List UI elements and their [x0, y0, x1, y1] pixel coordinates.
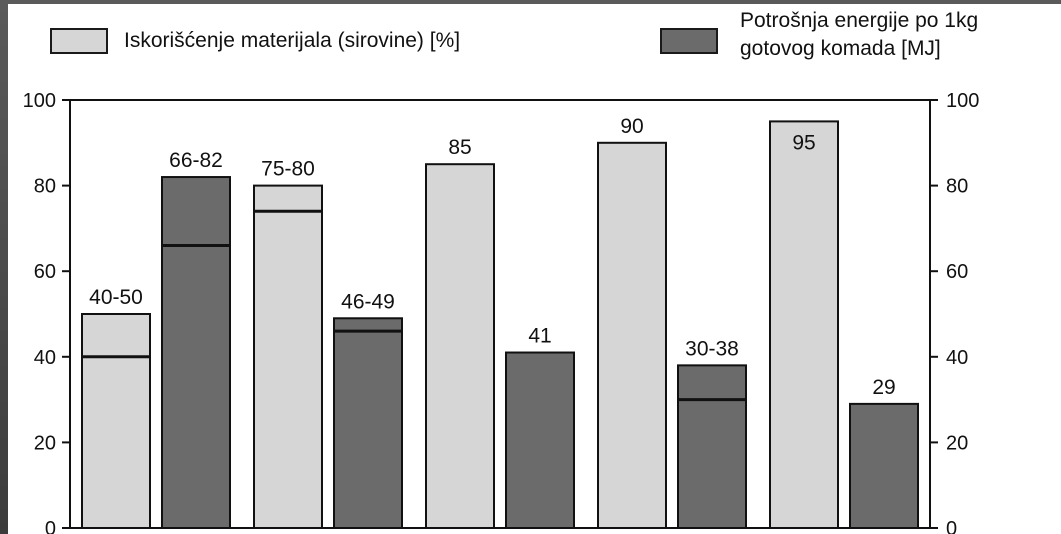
data-label: 90 [620, 115, 643, 138]
data-label: 85 [448, 136, 471, 159]
y-tick-label-right: 100 [946, 90, 979, 112]
bar-energy [161, 176, 231, 529]
y-tick-label-right: 20 [946, 432, 968, 454]
y-tick-label-right: 60 [946, 261, 968, 283]
legend-label-energy-line1: Potrošnja energije po 1kg [740, 9, 979, 32]
y-tick-label-right: 40 [946, 347, 968, 369]
data-label: 66-82 [169, 149, 223, 172]
data-label: 46-49 [341, 290, 395, 313]
bar-material [81, 313, 151, 529]
bar-material [253, 184, 323, 529]
legend-label-material: Iskorišćenje materijala (sirovine) [%] [124, 29, 461, 52]
bar-energy [333, 317, 403, 529]
y-tick-label-right: 0 [946, 518, 957, 534]
y-tick-label-left: 20 [34, 432, 56, 454]
bar-energy [677, 364, 747, 529]
plot-frame [69, 99, 931, 529]
y-tick-label-left: 100 [23, 90, 56, 112]
legend-label-energy-line2: gotovog komada [MJ] [740, 37, 941, 60]
y-tick-label-left: 0 [45, 518, 56, 534]
y-tick-label-left: 40 [34, 347, 56, 369]
data-label: 41 [528, 325, 551, 348]
data-label: 30-38 [685, 337, 739, 360]
y-tick-label-left: 80 [34, 176, 56, 198]
bar-material [769, 120, 839, 530]
legend-swatch-energy [660, 28, 718, 54]
bar-chart: 0 0 20 20 40 40 60 60 80 80 100 100 40-50 66-82 75-80 4… [23, 90, 980, 534]
chart-panel: Iskorišćenje materijala (sirovine) [%] P… [8, 4, 1061, 534]
data-label: 75-80 [261, 158, 315, 181]
bar-material [425, 163, 495, 529]
bar-material [597, 141, 667, 530]
legend-swatch-material [50, 28, 108, 54]
bar-energy [505, 351, 575, 529]
y-tick-label-right: 80 [946, 176, 968, 198]
data-label: 40-50 [89, 286, 143, 309]
bar-energy [849, 402, 919, 530]
data-label: 95 [792, 131, 815, 154]
data-label: 29 [872, 376, 895, 399]
y-tick-label-left: 60 [34, 261, 56, 283]
